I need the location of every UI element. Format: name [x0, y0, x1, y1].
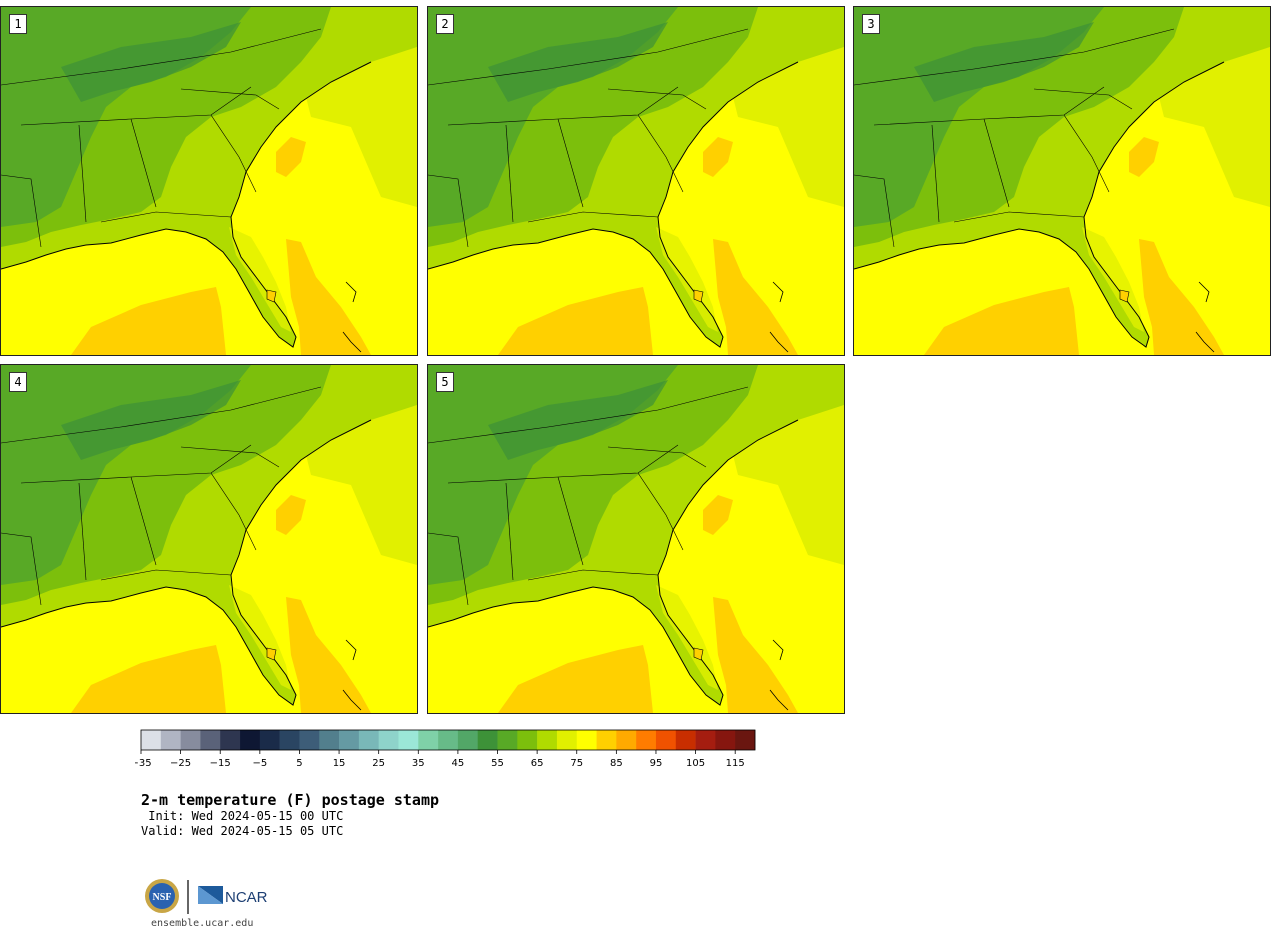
- colorbar-swatch: [240, 730, 261, 750]
- colorbar-tick-label: 45: [452, 758, 465, 769]
- colorbar-swatch: [438, 730, 459, 750]
- colorbar-swatch: [477, 730, 498, 750]
- colorbar-swatch: [517, 730, 538, 750]
- forecast-panel-4[interactable]: 4: [0, 364, 418, 714]
- site-url: ensemble.ucar.edu: [151, 918, 254, 929]
- init-time: Init: Wed 2024-05-15 00 UTC: [141, 809, 344, 823]
- colorbar-tick-label: 115: [726, 758, 745, 769]
- colorbar-swatch: [200, 730, 221, 750]
- temperature-map: [1, 365, 417, 713]
- colorbar-tick-label: 5: [296, 758, 302, 769]
- colorbar-tick-label: −5: [252, 758, 267, 769]
- colorbar-swatch: [319, 730, 340, 750]
- colorbar-tick-label: 25: [372, 758, 385, 769]
- colorbar-swatch: [537, 730, 558, 750]
- colorbar-tick-label: 75: [570, 758, 583, 769]
- colorbar-swatch: [616, 730, 637, 750]
- valid-time: Valid: Wed 2024-05-15 05 UTC: [141, 824, 344, 838]
- temperature-map: [1, 7, 417, 355]
- chart-title: 2-m temperature (F) postage stamp: [141, 791, 440, 809]
- colorbar-swatch: [497, 730, 518, 750]
- colorbar-swatch: [655, 730, 677, 750]
- svg-text:NSF: NSF: [153, 892, 172, 903]
- panel-label: 4: [9, 372, 27, 392]
- colorbar-swatch: [576, 730, 597, 750]
- colorbar-swatch: [339, 730, 360, 750]
- colorbar-tick-label: 35: [412, 758, 425, 769]
- svg-text:NCAR: NCAR: [225, 889, 268, 906]
- colorbar-swatch: [398, 730, 419, 750]
- colorbar-tick-label: 15: [333, 758, 346, 769]
- forecast-panel-3[interactable]: 3: [853, 6, 1271, 356]
- colorbar-swatch: [596, 730, 617, 750]
- colorbar-tick-label: 55: [491, 758, 504, 769]
- colorbar-swatch: [556, 730, 578, 750]
- ncar-logo: NCAR: [198, 886, 268, 906]
- colorbar-swatch: [299, 730, 320, 750]
- colorbar-swatch: [141, 730, 162, 750]
- colorbar-swatch: [378, 730, 399, 750]
- temperature-map: [854, 7, 1270, 355]
- temperature-map: [428, 7, 844, 355]
- colorbar-tick-label: 85: [610, 758, 623, 769]
- colorbar-tick-label: −25: [170, 758, 191, 769]
- colorbar-swatch: [457, 730, 479, 750]
- colorbar-tick-label: −15: [210, 758, 231, 769]
- colorbar-swatch: [259, 730, 280, 750]
- colorbar-swatch: [279, 730, 300, 750]
- colorbar-swatch: [220, 730, 241, 750]
- forecast-panel-1[interactable]: 1: [0, 6, 418, 356]
- colorbar-tick-label: −35: [135, 758, 152, 769]
- temperature-map: [428, 365, 844, 713]
- colorbar-swatch: [180, 730, 201, 750]
- forecast-panel-2[interactable]: 2: [427, 6, 845, 356]
- temperature-colorbar: −35 −25 −15 −5 5 15 25 35 45 55 65 75 85 95 105 115: [135, 729, 756, 769]
- panel-label: 1: [9, 14, 27, 34]
- panel-label: 2: [436, 14, 454, 34]
- colorbar-swatch: [160, 730, 181, 750]
- colorbar-tick-label: 95: [650, 758, 663, 769]
- colorbar-tick-label: 65: [531, 758, 544, 769]
- nsf-ncar-logo: NSF NCAR: [145, 879, 268, 914]
- colorbar-swatch: [735, 730, 756, 750]
- colorbar-tick-label: 105: [686, 758, 705, 769]
- colorbar-swatch: [418, 730, 439, 750]
- colorbar-swatch: [636, 730, 657, 750]
- colorbar-swatch: [675, 730, 696, 750]
- colorbar-swatch: [695, 730, 716, 750]
- nsf-logo: NSF: [145, 879, 179, 913]
- panel-label: 5: [436, 372, 454, 392]
- colorbar-swatch: [715, 730, 736, 750]
- forecast-panel-5[interactable]: 5: [427, 364, 845, 714]
- colorbar-swatch: [358, 730, 379, 750]
- panel-label: 3: [862, 14, 880, 34]
